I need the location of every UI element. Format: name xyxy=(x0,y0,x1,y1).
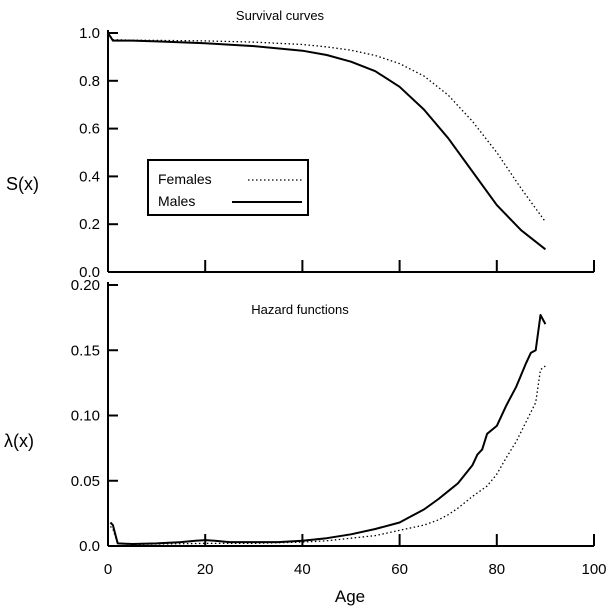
hazard-panel: Hazard functions λ(x) 0.0 0.05 0.10 0.15 0.2… xyxy=(4,277,607,606)
survival-x-ticks xyxy=(107,260,595,272)
hazard-y-axis-label: λ(x) xyxy=(4,431,34,451)
hazard-x-tick-label: 60 xyxy=(391,561,408,578)
survival-title: Survival curves xyxy=(236,8,325,23)
hazard-line-males xyxy=(109,314,547,545)
hazard-x-tick-label: 80 xyxy=(488,561,505,578)
survival-panel: Survival curves S(x) 0.00.20.40.60.81.0 … xyxy=(6,8,595,281)
hazard-x-tick-label: 20 xyxy=(197,561,214,578)
hazard-y-ticks: 0.0 0.05 0.10 0.15 0.20 xyxy=(71,277,118,555)
legend-label-females: Females xyxy=(158,171,212,187)
survival-y-tick-label: 0.0 xyxy=(79,264,100,281)
legend: Females Males xyxy=(147,159,309,216)
survival-y-ticks: 0.0 0.2 0.4 0.6 0.8 1.0 xyxy=(79,25,118,281)
legend-box xyxy=(147,159,309,216)
hazard-x-ticks: 0 20 40 60 80 100 xyxy=(104,534,607,578)
hazard-x-tick-label: 100 xyxy=(581,561,606,578)
survival-y-tick-label: 0.4 xyxy=(79,168,100,185)
hazard-line-females xyxy=(109,365,546,546)
survival-line-males xyxy=(107,32,547,251)
hazard-x-tick-label: 40 xyxy=(294,561,311,578)
survival-line-females xyxy=(107,32,546,223)
hazard-y-tick-label: 0.0 xyxy=(79,538,100,555)
survival-y-tick-label: 1.0 xyxy=(79,25,100,42)
hazard-y-tick-label: 0.05 xyxy=(71,473,100,490)
hazard-x-tick-label: 0 xyxy=(104,561,112,578)
hazard-title: Hazard functions xyxy=(251,302,349,317)
survival-series xyxy=(107,32,547,251)
survival-y-tick-label: 0.2 xyxy=(79,216,100,233)
hazard-y-tick-label: 0.15 xyxy=(71,342,100,359)
hazard-series xyxy=(109,314,547,546)
survival-y-axis-label: S(x) xyxy=(6,174,39,194)
survival-y-tick-label: 0.6 xyxy=(79,121,100,138)
x-axis-label: Age xyxy=(335,587,365,606)
survival-y-tick-label: 0.8 xyxy=(79,73,100,90)
legend-label-males: Males xyxy=(158,193,195,209)
hazard-y-tick-label: 0.10 xyxy=(71,408,100,425)
hazard-y-tick-label: 0.20 xyxy=(71,277,100,294)
